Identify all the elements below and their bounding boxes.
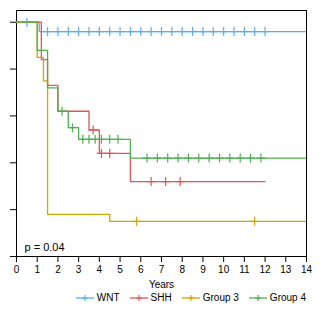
html-text:Group 3: Group 3: [202, 292, 239, 303]
svg-text:10: 10: [218, 264, 230, 275]
svg-text:11: 11: [239, 264, 250, 275]
svg-text:12: 12: [260, 264, 272, 275]
svg-text:p = 0.04: p = 0.04: [25, 241, 65, 253]
svg-text:8: 8: [179, 264, 185, 275]
svg-text:14: 14: [301, 264, 313, 275]
svg-text:5: 5: [117, 264, 123, 275]
svg-text:1: 1: [34, 264, 40, 275]
svg-text:7: 7: [159, 264, 165, 275]
svg-text:2: 2: [55, 264, 61, 275]
svg-text:4: 4: [97, 264, 103, 275]
svg-text:13: 13: [280, 264, 292, 275]
html-text:SHH: SHH: [150, 292, 172, 303]
svg-text:9: 9: [200, 264, 206, 275]
svg-text:3: 3: [76, 264, 82, 275]
svg-text:6: 6: [138, 264, 144, 275]
svg-text:Years: Years: [149, 279, 174, 290]
html-text:Group 4: Group 4: [269, 292, 306, 303]
html-text:WNT: WNT: [96, 292, 120, 303]
svg-text:0: 0: [14, 264, 20, 275]
